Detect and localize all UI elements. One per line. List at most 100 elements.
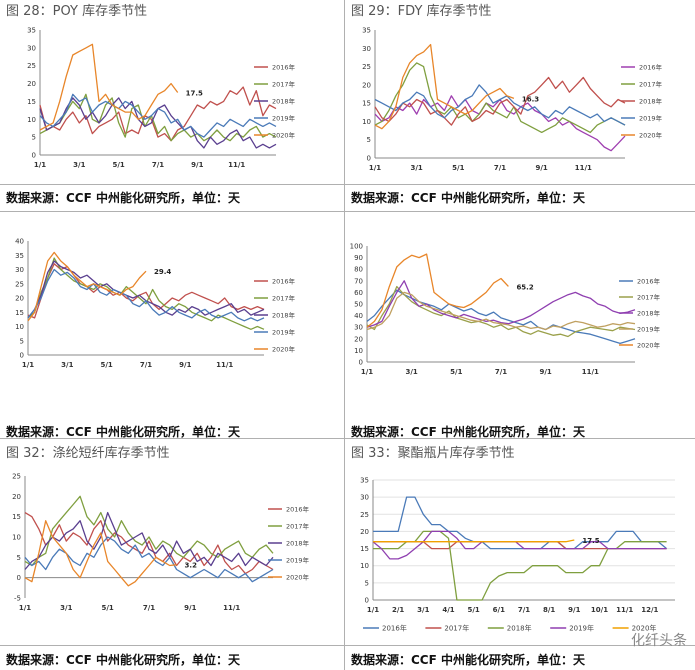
y-tick-label: 20 — [12, 493, 21, 501]
series-line-4 — [24, 536, 274, 583]
y-tick-label: 15 — [362, 100, 371, 108]
data-label-latest: 3.2 — [185, 562, 198, 570]
series-line-3 — [24, 511, 274, 570]
data-label-latest: 65.2 — [516, 283, 533, 291]
panel-title: 图 32：涤纶短纤库存季节性 — [6, 446, 170, 461]
series-line-3 — [366, 280, 636, 328]
x-tick-label: 7/1 — [143, 604, 155, 612]
legend-label: 2018年 — [272, 311, 296, 320]
chart-bottle-chip: 0 5 10 15 20 25 30 35 1/1 2/1 3/1 4/1 5/1 6/1 7/1 8/1 9/… — [360, 477, 675, 633]
x-tick-label: 11/1 — [216, 361, 233, 369]
y-tick-label: 35 — [15, 252, 24, 260]
y-tick-label: 5 — [367, 136, 371, 144]
x-tick-label: 9/1 — [184, 604, 196, 612]
y-tick-label: 30 — [15, 266, 24, 274]
legend-label: 2017年 — [637, 293, 661, 302]
legend-label: 2017年 — [444, 624, 469, 633]
chart-fdy: 0 5 10 15 20 25 30 35 1/1 3/1 5/1 7/1 9/1 11/1 16.3 201… — [362, 27, 663, 173]
legend-label: 2016年 — [382, 624, 407, 633]
series-line-5 — [24, 520, 177, 587]
x-tick-label: 3/1 — [73, 161, 85, 169]
legend-label: 2019年 — [569, 624, 594, 633]
series-line-2 — [374, 62, 626, 134]
series-line-5 — [374, 43, 515, 130]
y-tick-label: 0 — [359, 359, 363, 367]
source-note: 数据来源：CCF 中州能化研究所，单位：天 — [351, 653, 585, 667]
legend-label: 2016年 — [272, 63, 296, 72]
series-line-1 — [24, 512, 274, 575]
y-tick-label: 0 — [32, 152, 36, 160]
x-tick-label: 1/1 — [22, 361, 34, 369]
x-tick-label: 7/1 — [494, 164, 506, 172]
x-tick-label: 7/1 — [495, 368, 507, 376]
chart-3: 0 5 10 15 20 25 30 35 40 1/1 3/1 5/1 7/1 9/1 11/1 29.4 2… — [15, 238, 296, 370]
y-tick-label: 35 — [360, 477, 369, 485]
x-tick-label: 5/1 — [468, 606, 480, 614]
y-tick-label: 25 — [15, 280, 24, 288]
legend-label: 2020年 — [272, 131, 296, 140]
watermark: 化纤头条 — [631, 633, 687, 649]
y-tick-label: 25 — [360, 511, 369, 519]
y-tick-label: 5 — [20, 337, 24, 345]
chart-staple-fiber: -5 0 5 10 15 20 25 1/1 3/1 5/1 7/1 9/1 11/1 3.2 2016年 2… — [12, 473, 310, 613]
x-tick-label: 3/1 — [406, 368, 418, 376]
y-tick-label: 0 — [367, 155, 371, 163]
x-tick-label: 7/1 — [140, 361, 152, 369]
y-tick-label: 25 — [12, 473, 21, 481]
x-tick-label: 5/1 — [450, 368, 462, 376]
y-tick-label: 10 — [12, 534, 21, 542]
legend-label: 2017年 — [286, 522, 310, 531]
x-tick-label: 9/1 — [536, 164, 548, 172]
y-tick-label: 15 — [15, 309, 24, 317]
y-tick-label: 50 — [354, 301, 363, 309]
y-tick-label: 0 — [20, 352, 24, 360]
y-tick-label: 35 — [362, 27, 371, 35]
series-line-2 — [39, 93, 277, 142]
legend-label: 2019年 — [639, 114, 663, 123]
y-tick-label: 15 — [12, 513, 21, 521]
y-tick-label: 25 — [27, 62, 36, 70]
panel-bottle-chip: 图 33：聚酯瓶片库存季节性 0 5 10 15 20 25 30 35 1/1 2/1 3/1 4/… — [345, 438, 695, 670]
y-tick-label: 100 — [350, 243, 363, 251]
series-line-5 — [39, 43, 179, 131]
y-tick-label: -5 — [14, 595, 21, 603]
y-tick-label: 10 — [27, 116, 36, 124]
y-tick-label: 25 — [362, 63, 371, 71]
x-tick-label: 5/1 — [102, 604, 114, 612]
data-label-latest: 17.5 — [582, 537, 599, 545]
x-tick-label: 12/1 — [641, 606, 658, 614]
y-tick-label: 30 — [362, 45, 371, 53]
x-tick-label: 7/1 — [152, 161, 164, 169]
legend-label: 2020年 — [639, 131, 663, 140]
panel-title: 图 29：FDY 库存季节性 — [351, 4, 492, 19]
legend-label: 2016年 — [286, 505, 310, 514]
x-tick-label: 9/1 — [191, 161, 203, 169]
legend-label: 2017年 — [272, 80, 296, 89]
chart-poy: 0 5 10 15 20 25 30 35 1/1 3/1 5/1 7/1 9/1 11/1 17.5 201… — [27, 27, 296, 170]
x-tick-label: 11/1 — [223, 604, 240, 612]
panel-fdy: 图 29：FDY 库存季节性 0 5 10 15 20 25 30 35 1/1 3/1 5/1 7/… — [345, 0, 695, 211]
x-tick-label: 5/1 — [452, 164, 464, 172]
y-tick-label: 15 — [27, 98, 36, 106]
y-tick-label: 15 — [360, 545, 369, 553]
y-tick-label: 5 — [32, 134, 36, 142]
y-tick-label: 20 — [15, 295, 24, 303]
source-note: 数据来源：CCF 中州能化研究所，单位：天 — [6, 653, 240, 667]
y-tick-label: 10 — [354, 347, 363, 355]
y-tick-label: 35 — [27, 27, 36, 35]
y-tick-label: 40 — [15, 238, 24, 246]
data-label-latest: 17.5 — [186, 90, 203, 98]
x-tick-label: 1/1 — [367, 606, 379, 614]
legend-label: 2016年 — [272, 277, 296, 286]
x-tick-label: 10/1 — [591, 606, 608, 614]
legend-label: 2016年 — [639, 63, 663, 72]
series-line-3 — [373, 530, 667, 601]
series-line-3 — [39, 97, 277, 149]
legend-label: 2020年 — [632, 624, 657, 633]
y-tick-label: 5 — [17, 554, 21, 562]
legend-label: 2016年 — [637, 277, 661, 286]
panel-divider-bottom — [0, 645, 695, 646]
legend-label: 2018年 — [507, 624, 532, 633]
series-line-4 — [372, 530, 667, 560]
panel-divider-vertical — [344, 0, 345, 670]
